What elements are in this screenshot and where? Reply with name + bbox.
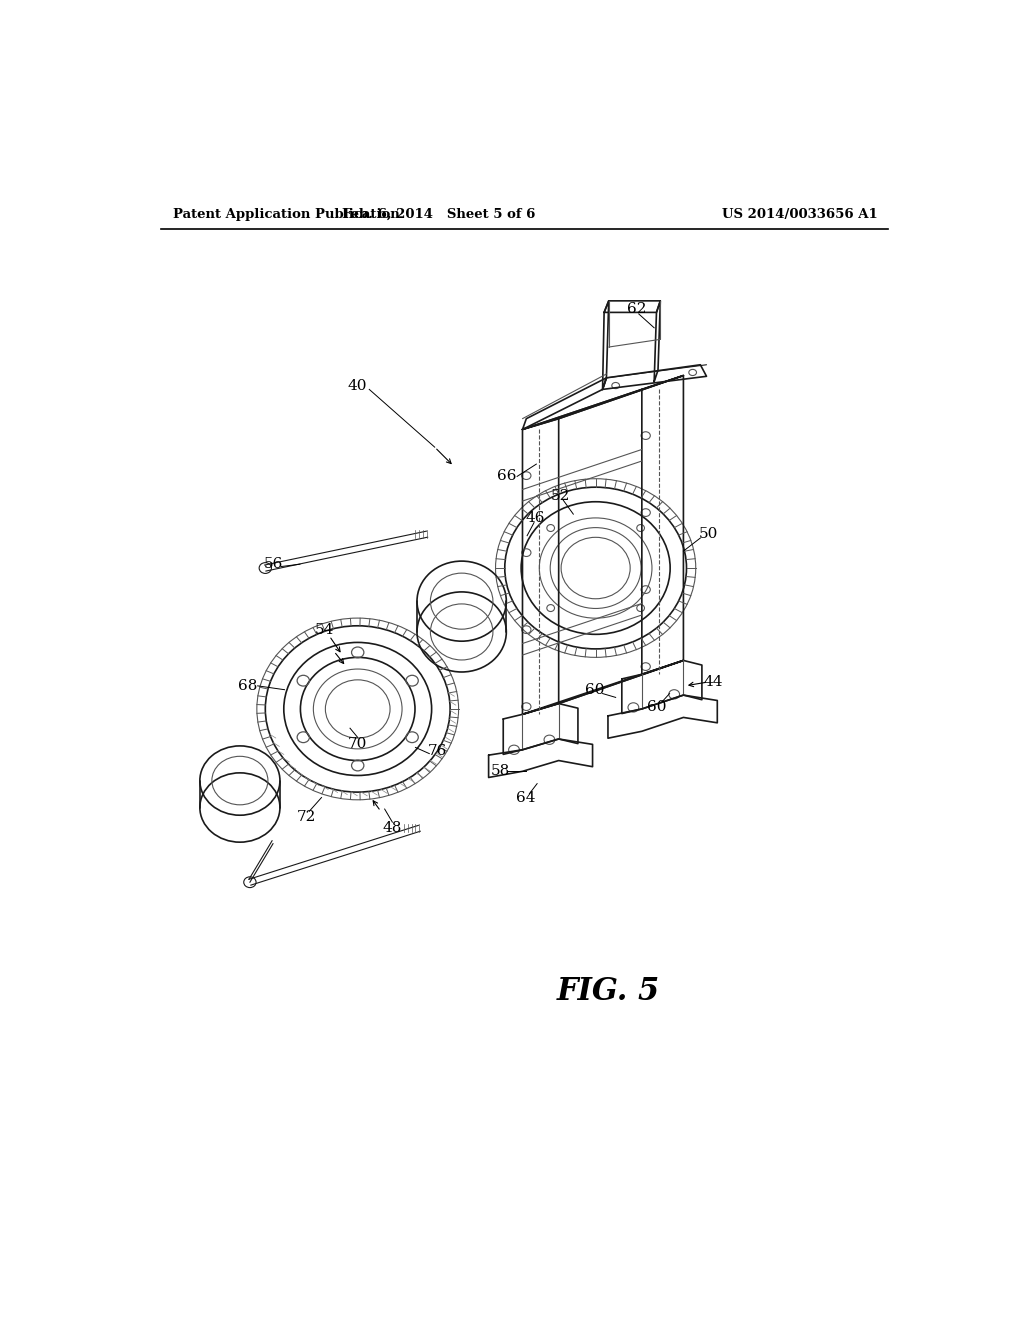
Text: 56: 56 xyxy=(263,557,283,572)
Text: 48: 48 xyxy=(383,821,402,836)
Text: 72: 72 xyxy=(296,809,315,824)
Text: 76: 76 xyxy=(427,744,446,758)
Text: 70: 70 xyxy=(348,737,368,751)
Text: 68: 68 xyxy=(238,678,257,693)
Text: US 2014/0033656 A1: US 2014/0033656 A1 xyxy=(722,209,878,222)
Text: 54: 54 xyxy=(315,623,334,638)
Text: 44: 44 xyxy=(703,675,723,689)
Text: 66: 66 xyxy=(497,470,516,483)
Text: 62: 62 xyxy=(628,301,647,315)
Text: 40: 40 xyxy=(348,379,368,392)
Text: 52: 52 xyxy=(551,488,570,503)
Text: 50: 50 xyxy=(698,527,718,541)
Text: 64: 64 xyxy=(516,791,536,804)
Text: FIG. 5: FIG. 5 xyxy=(556,975,659,1007)
Text: 46: 46 xyxy=(526,511,546,525)
Text: 60: 60 xyxy=(585,682,604,697)
Text: Patent Application Publication: Patent Application Publication xyxy=(173,209,399,222)
Text: Feb. 6, 2014   Sheet 5 of 6: Feb. 6, 2014 Sheet 5 of 6 xyxy=(342,209,536,222)
Text: 60: 60 xyxy=(647,700,667,714)
Text: 58: 58 xyxy=(490,763,510,777)
